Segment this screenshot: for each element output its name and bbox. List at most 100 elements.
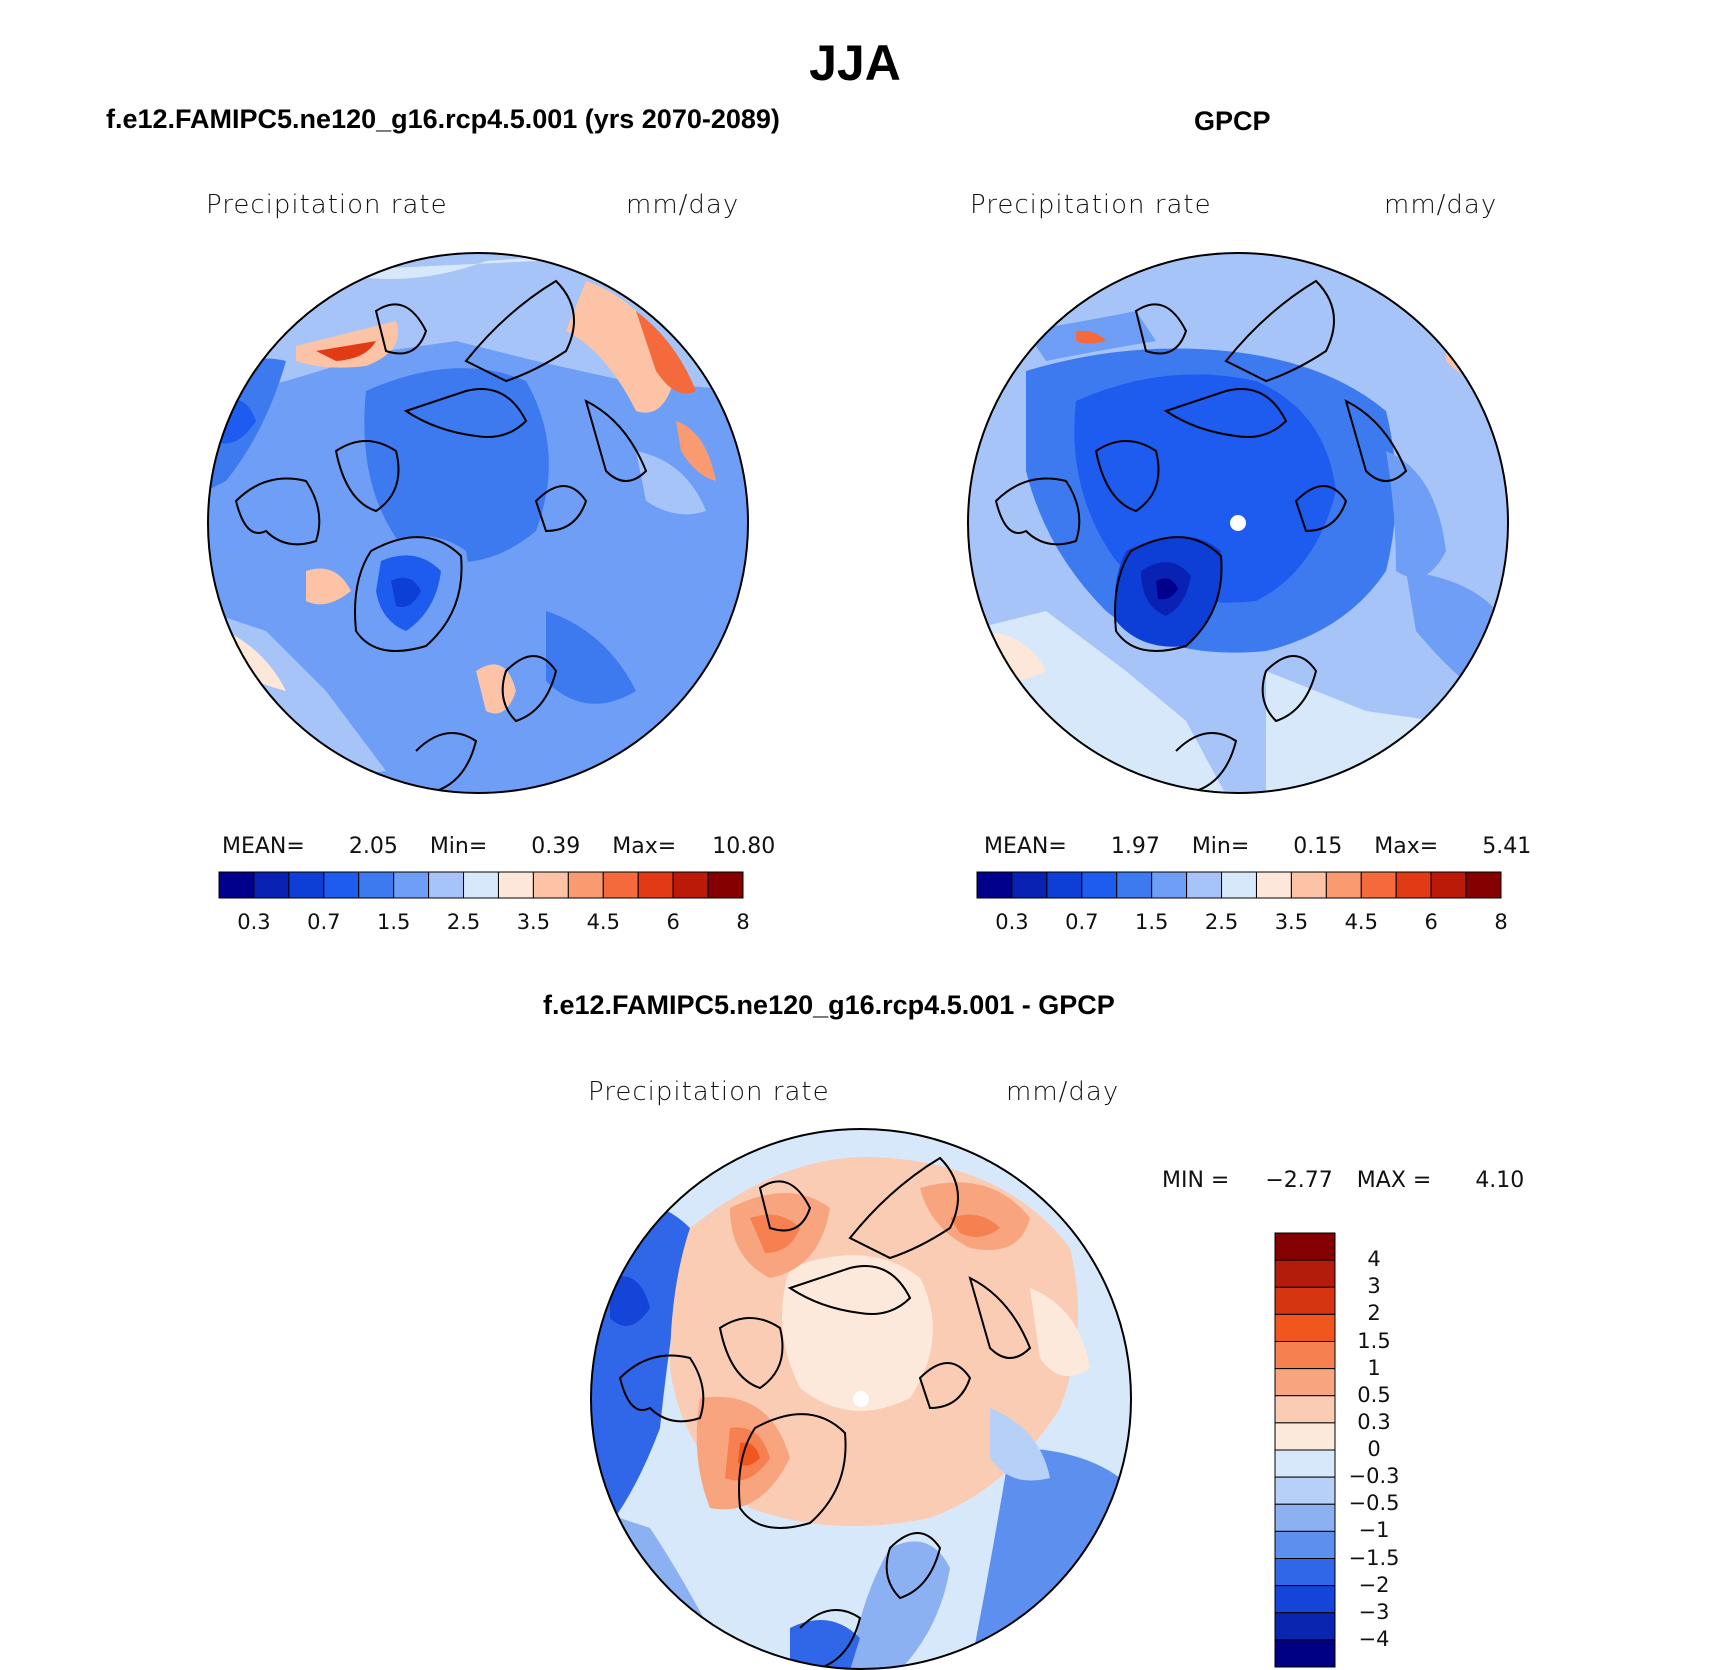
model-colorbar-box xyxy=(672,871,709,899)
model-colorbar-box xyxy=(567,871,604,899)
model-colorbar-box xyxy=(707,871,744,899)
obs-colorbar-box xyxy=(1360,871,1397,899)
diff-colorbar-tick-label: 0.3 xyxy=(1357,1409,1391,1434)
diff-colorbar-tick-label: 0 xyxy=(1367,1437,1381,1461)
model-colorbar-box xyxy=(602,871,639,899)
obs-colorbar-box xyxy=(1395,871,1432,899)
model-panel-title: f.e12.FAMIPC5.ne120_g16.rcp4.5.001 (yrs … xyxy=(106,104,780,134)
diff-colorbar-tick-label: 1 xyxy=(1367,1355,1381,1380)
diff-colorbar-box xyxy=(1274,1286,1336,1315)
diff-min-value: −2.77 xyxy=(1265,1168,1333,1193)
diff-colorbar-box xyxy=(1274,1341,1336,1370)
diff-stats: MIN = −2.77 MAX = 4.10 xyxy=(1162,1168,1524,1193)
model-max-value: 10.80 xyxy=(712,834,776,859)
diff-colorbar-box xyxy=(1274,1530,1336,1559)
obs-panel-title: GPCP xyxy=(1194,106,1271,136)
obs-colorbar-box xyxy=(1221,871,1257,899)
diff-colorbar-box xyxy=(1274,1449,1336,1478)
diff-colorbar-tick-label: 0.5 xyxy=(1357,1382,1391,1407)
obs-min-value: 0.15 xyxy=(1293,834,1343,859)
diff-colorbar-tick-label: −1 xyxy=(1358,1518,1390,1543)
diff-units-label: mm/day xyxy=(1006,1077,1120,1107)
obs-colorbar-box xyxy=(1325,871,1362,899)
diff-colorbar-tick-label: −0.5 xyxy=(1348,1491,1400,1516)
obs-colorbar-ticks: 0.3 0.7 1.5 2.5 3.5 4.5 6 8 xyxy=(976,910,1507,940)
obs-colorbar-box xyxy=(1186,871,1223,899)
diff-colorbar-tick-label: −4 xyxy=(1358,1626,1390,1651)
obs-colorbar-box xyxy=(1465,871,1502,899)
model-colorbar-tick-label: 0.3 xyxy=(237,910,271,934)
diff-variable-label: Precipitation rate xyxy=(588,1077,830,1107)
model-colorbar-box xyxy=(358,871,395,899)
diff-colorbar-ticks: 4 3 2 1.5 1 0.5 0.3 0 −0.3 −0.5 −1 −1.5 −2 −3 −4 xyxy=(1344,1232,1434,1668)
obs-colorbar-box xyxy=(1290,871,1327,899)
diff-max-label: MAX = xyxy=(1356,1168,1432,1193)
model-colorbar-tick-label: 3.5 xyxy=(516,910,551,934)
model-mean-value: 2.05 xyxy=(348,834,398,859)
obs-colorbar-box xyxy=(1430,871,1467,899)
diff-colorbar-tick-label: −3 xyxy=(1358,1599,1390,1624)
obs-colorbar-box xyxy=(1081,871,1118,899)
model-colorbar-tick-label: 0.7 xyxy=(307,910,341,934)
model-min-value: 0.39 xyxy=(531,834,581,859)
obs-colorbar-box xyxy=(1046,871,1083,899)
obs-variable-label: Precipitation rate xyxy=(970,190,1212,220)
diff-colorbar-box xyxy=(1274,1503,1336,1532)
obs-colorbar xyxy=(976,871,1502,899)
model-colorbar-ticks: 0.3 0.7 1.5 2.5 3.5 4.5 6 8 xyxy=(218,910,749,940)
model-min-label: Min= xyxy=(429,834,488,859)
diff-colorbar-box xyxy=(1274,1422,1336,1451)
obs-stats: MEAN= 1.97 Min= 0.15 Max= 5.41 xyxy=(984,834,1531,859)
obs-max-label: Max= xyxy=(1374,834,1439,859)
model-mean-label: MEAN= xyxy=(222,834,305,859)
model-colorbar-box xyxy=(253,871,290,899)
model-max-label: Max= xyxy=(612,834,677,859)
obs-colorbar-box xyxy=(976,871,1013,899)
model-colorbar-tick-label: 4.5 xyxy=(586,910,620,934)
diff-colorbar-tick-label: −2 xyxy=(1358,1572,1390,1597)
obs-colorbar-tick-label: 0.3 xyxy=(995,910,1029,934)
model-colorbar-box xyxy=(532,871,569,899)
obs-units-label: mm/day xyxy=(1384,190,1498,220)
obs-colorbar-tick-label: 4.5 xyxy=(1344,910,1378,934)
diff-colorbar xyxy=(1274,1232,1336,1668)
model-colorbar-box xyxy=(428,871,465,899)
figure-title: JJA xyxy=(809,35,901,91)
model-colorbar-tick-label: 1.5 xyxy=(376,910,411,934)
diff-colorbar-box xyxy=(1274,1232,1336,1261)
diff-min-label: MIN = xyxy=(1162,1168,1230,1193)
obs-colorbar-tick-label: 3.5 xyxy=(1274,910,1309,934)
obs-polar-map xyxy=(967,252,1509,794)
diff-colorbar-tick-label: 3 xyxy=(1367,1274,1381,1299)
model-variable-label: Precipitation rate xyxy=(206,190,448,220)
obs-mean-value: 1.97 xyxy=(1110,834,1160,859)
model-colorbar-box xyxy=(393,871,430,899)
model-colorbar-tick-label: 8 xyxy=(736,910,750,934)
obs-min-label: Min= xyxy=(1191,834,1250,859)
diff-colorbar-box xyxy=(1274,1612,1336,1641)
model-colorbar-box xyxy=(288,871,325,899)
diff-colorbar-box xyxy=(1274,1259,1336,1288)
diff-colorbar-box xyxy=(1274,1395,1336,1424)
obs-colorbar-box xyxy=(1255,871,1292,899)
model-colorbar-box xyxy=(463,871,499,899)
model-units-label: mm/day xyxy=(626,190,740,220)
obs-colorbar-tick-label: 0.7 xyxy=(1065,910,1099,934)
model-colorbar-tick-label: 6 xyxy=(666,910,680,934)
diff-max-value: 4.10 xyxy=(1475,1168,1525,1193)
obs-colorbar-box xyxy=(1011,871,1048,899)
diff-colorbar-box xyxy=(1274,1639,1336,1668)
obs-colorbar-box xyxy=(1151,871,1188,899)
obs-colorbar-box xyxy=(1116,871,1153,899)
obs-colorbar-tick-label: 1.5 xyxy=(1134,910,1169,934)
diff-colorbar-box xyxy=(1274,1476,1336,1505)
model-colorbar-box xyxy=(497,871,534,899)
obs-colorbar-tick-label: 6 xyxy=(1424,910,1438,934)
model-colorbar-box xyxy=(637,871,674,899)
model-colorbar-box xyxy=(323,871,360,899)
model-colorbar xyxy=(218,871,744,899)
obs-colorbar-tick-label: 2.5 xyxy=(1204,910,1239,934)
diff-colorbar-tick-label: 2 xyxy=(1367,1301,1381,1326)
obs-colorbar-tick-label: 8 xyxy=(1494,910,1508,934)
diff-colorbar-tick-label: 4 xyxy=(1367,1247,1381,1272)
